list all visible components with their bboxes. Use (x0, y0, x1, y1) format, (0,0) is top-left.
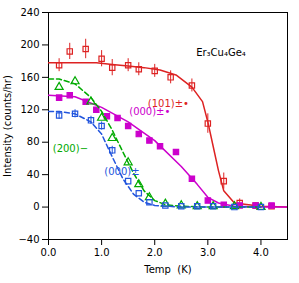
svg-text:(101)±•: (101)±• (147, 97, 189, 109)
svg-text:Er₃Cu₄Ge₄: Er₃Cu₄Ge₄ (196, 47, 246, 58)
svg-text:1.0: 1.0 (94, 247, 110, 258)
svg-text:240: 240 (20, 7, 39, 18)
svg-text:0.0: 0.0 (41, 247, 57, 258)
svg-text:4.0: 4.0 (253, 247, 269, 258)
svg-text:−40: −40 (18, 234, 39, 245)
svg-text:(000)±: (000)± (104, 166, 139, 177)
svg-text:Intensity (counts/hr): Intensity (counts/hr) (2, 75, 13, 177)
svg-text:(000)±•: (000)±• (129, 106, 170, 117)
svg-text:120: 120 (20, 104, 39, 115)
svg-text:80: 80 (27, 136, 40, 147)
svg-text:2.0: 2.0 (147, 247, 163, 258)
svg-text:0: 0 (33, 201, 39, 212)
svg-text:Temp (K): Temp (K) (143, 264, 191, 275)
svg-text:3.0: 3.0 (200, 247, 216, 258)
svg-text:40: 40 (27, 169, 40, 180)
svg-text:200: 200 (20, 39, 39, 50)
svg-text:(200)−: (200)− (53, 143, 88, 154)
svg-text:160: 160 (20, 72, 39, 83)
